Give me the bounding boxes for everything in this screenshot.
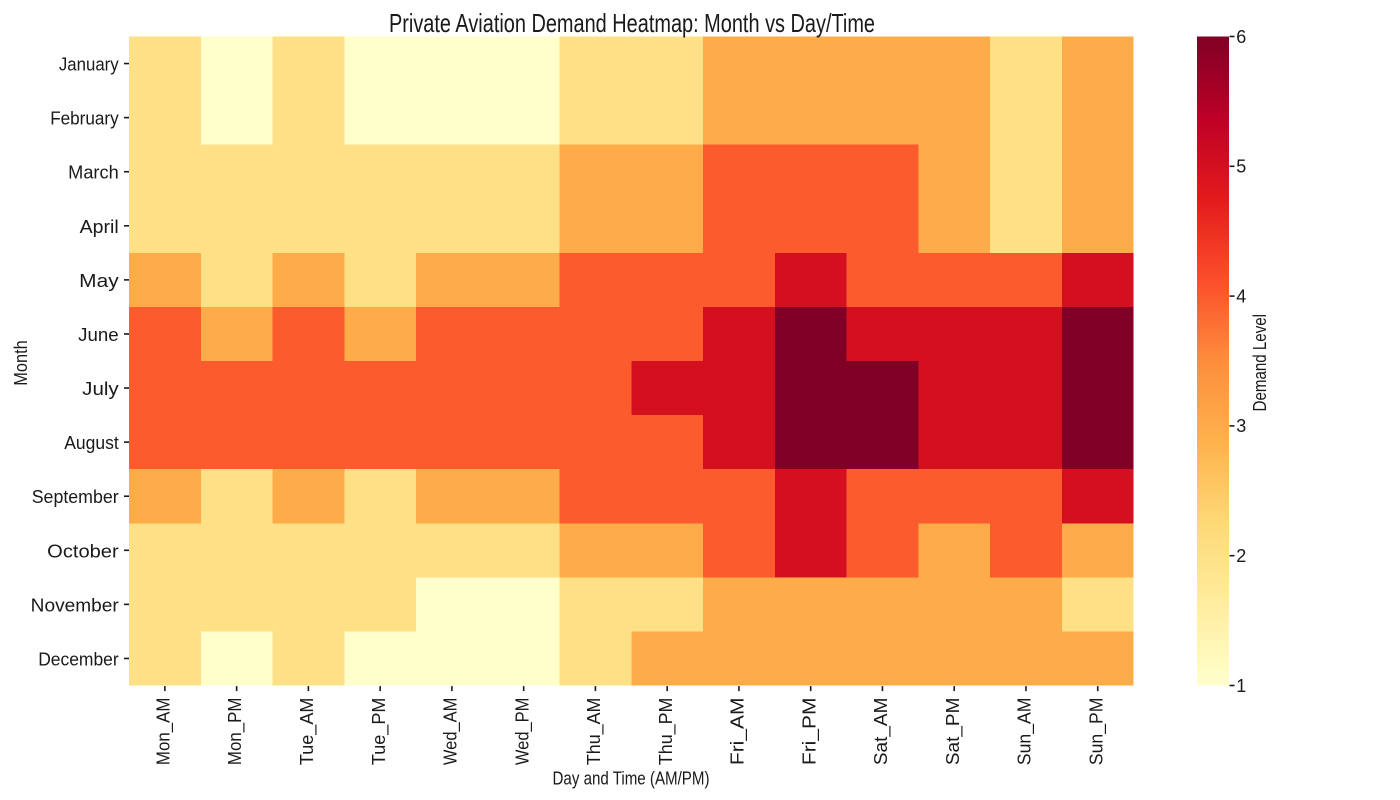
svg-text:Wed_AM: Wed_AM: [441, 698, 462, 766]
svg-text:1: 1: [1236, 676, 1246, 696]
svg-text:April: April: [80, 217, 119, 237]
svg-text:September: September: [32, 487, 119, 507]
svg-text:October: October: [47, 541, 119, 561]
svg-text:Tue_AM: Tue_AM: [297, 698, 318, 766]
svg-text:Private Aviation Demand Heatma: Private Aviation Demand Heatmap: Month v…: [389, 8, 875, 38]
svg-text:Month: Month: [11, 340, 31, 386]
svg-text:Mon_PM: Mon_PM: [225, 698, 246, 766]
svg-text:December: December: [38, 649, 119, 669]
svg-text:Sat_PM: Sat_PM: [943, 698, 964, 766]
svg-text:January: January: [59, 55, 119, 75]
svg-text:Thu_AM: Thu_AM: [584, 698, 605, 766]
svg-text:6: 6: [1236, 27, 1246, 47]
svg-text:Wed_PM: Wed_PM: [512, 698, 533, 766]
svg-text:November: November: [31, 595, 119, 615]
svg-text:Sun_AM: Sun_AM: [1015, 698, 1036, 766]
svg-text:2: 2: [1236, 546, 1246, 566]
svg-text:June: June: [78, 325, 119, 345]
svg-text:August: August: [64, 433, 119, 453]
svg-text:May: May: [79, 271, 119, 291]
svg-text:Thu_PM: Thu_PM: [656, 698, 677, 766]
svg-text:Demand Level: Demand Level: [1250, 314, 1270, 412]
svg-text:4: 4: [1236, 286, 1246, 306]
svg-text:Day and Time (AM/PM): Day and Time (AM/PM): [553, 769, 710, 789]
svg-text:Fri_PM: Fri_PM: [799, 698, 820, 766]
svg-text:February: February: [50, 109, 119, 129]
svg-text:Mon_AM: Mon_AM: [153, 698, 174, 766]
svg-text:Tue_PM: Tue_PM: [369, 698, 390, 766]
svg-text:Sat_AM: Sat_AM: [871, 698, 892, 766]
svg-text:March: March: [68, 163, 119, 183]
svg-text:July: July: [82, 379, 119, 399]
svg-text:3: 3: [1236, 416, 1246, 436]
svg-text:Fri_AM: Fri_AM: [728, 698, 749, 766]
svg-text:5: 5: [1236, 157, 1246, 177]
svg-text:Sun_PM: Sun_PM: [1086, 698, 1107, 766]
